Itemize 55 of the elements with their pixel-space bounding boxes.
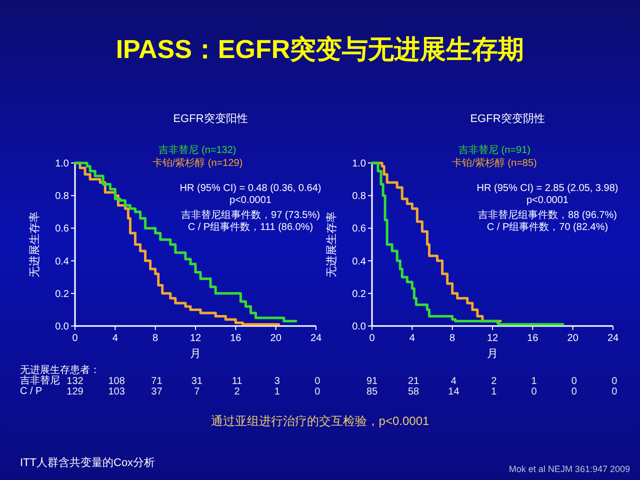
annotation: C / P组事件数，111 (86.0%) [188,221,314,233]
annotation: 吉非替尼组事件数，97 (73.5%) [181,209,320,221]
y-tick-label: 1.0 [352,158,366,170]
y-tick-label: 0.2 [55,288,70,300]
text: 通过亚组进行治疗的交互检验，p<0.0001 [210,414,430,428]
y-tick-label: 0.2 [352,288,366,300]
annotation: C / P组事件数，70 (82.4%) [486,221,608,233]
text: 卡铂/紫杉醇 (n=85) [452,157,537,169]
x-tick-label: 24 [607,333,619,344]
x-tick-label: 0 [369,333,376,344]
y-tick-label: 1.0 [55,158,70,170]
x-tick-label: 20 [567,333,579,344]
text: ITT人群含共变量的Cox分析 [20,456,156,469]
y-tick-label: 0.0 [55,322,70,332]
y-tick-label: 0.4 [55,256,70,268]
x-tick-label: 12 [486,333,498,344]
annotation: HR (95% CI) = 2.85 (2.05, 3.98) [476,183,618,194]
x-tick-label: 12 [190,333,202,344]
text: IPASS：EGFR突变与无进展生存期 [116,34,524,64]
x-tick-label: 4 [112,333,118,344]
x-axis-title: 月 [190,348,201,360]
y-axis-title: 无进展生存率 [325,212,338,278]
y-tick-label: 0.6 [55,224,70,235]
annotation: HR (95% CI) = 0.48 (0.36, 0.64) [180,183,322,194]
x-tick-label: 0 [72,333,78,344]
text: 129 103 37 7 2 1 0 [66,386,320,398]
text: 吉非替尼 (n=132) [158,144,236,156]
y-tick-label: 0.4 [352,256,366,268]
text: 85 58 14 1 0 0 0 [366,386,618,398]
y-tick-label: 0.0 [352,322,366,332]
x-tick-label: 24 [310,333,322,344]
x-tick-label: 16 [230,333,242,344]
y-tick-label: 0.8 [352,191,366,202]
text: 132 108 71 31 11 3 0 [66,376,320,387]
y-tick-label: 0.6 [352,224,366,235]
x-axis-title: 月 [487,348,498,360]
text: C / P [20,386,43,397]
text: 吉非替尼 [20,374,60,386]
x-tick-label: 8 [152,333,159,344]
x-tick-label: 4 [409,333,416,344]
y-axis-title: 无进展生存率 [28,212,41,278]
text: Mok et al NEJM 361:947 2009 [508,464,630,474]
x-tick-label: 20 [270,333,282,344]
text: 卡铂/紫杉醇 (n=129) [152,157,243,169]
annotation: p<0.0001 [230,195,272,206]
chart-title: EGFR突变阴性 [470,112,545,125]
y-tick-label: 0.8 [55,191,70,202]
text: 无进展生存患者： [20,364,100,376]
text: 吉非替尼 (n=91) [458,144,530,156]
annotation: 吉非替尼组事件数，88 (96.7%) [478,209,617,221]
annotation: p<0.0001 [526,195,569,206]
x-tick-label: 16 [527,333,539,344]
text: 91 21 4 2 1 0 0 [366,376,618,387]
x-tick-label: 8 [450,333,456,344]
chart-title: EGFR突变阳性 [173,112,248,125]
